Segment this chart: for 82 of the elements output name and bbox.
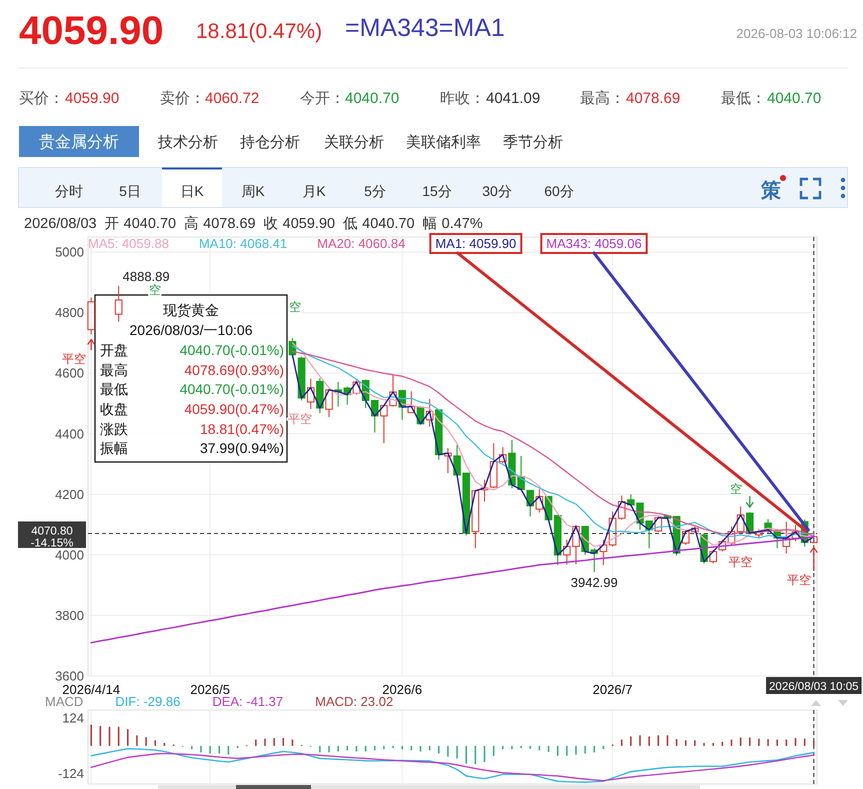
text: 昨收： <box>440 90 485 107</box>
text: 4059.90 <box>19 9 164 53</box>
y-tick-label: 124 <box>62 710 84 726</box>
text: 分时 <box>55 183 83 199</box>
y-tick-label: 4800 <box>55 305 84 320</box>
annotation: 4888.89 <box>122 268 170 284</box>
text: 贵金属分析 <box>39 133 119 151</box>
text: 5分 <box>364 183 386 199</box>
annotation: 最高 <box>100 362 128 378</box>
annotation: 最低 <box>100 381 128 397</box>
text: 4078.69 <box>626 90 680 107</box>
annotation: 现货黄金 <box>163 302 219 318</box>
text: 4040.70 <box>345 90 400 107</box>
text: 15分 <box>422 183 452 199</box>
x-tick-label: 2026/08/03 10:05 <box>769 681 859 693</box>
y-tick-label: 4600 <box>55 366 84 381</box>
annotation: 开盘 <box>100 342 128 358</box>
ref-line-label: 4070.80 <box>31 525 73 538</box>
text: 持仓分析 <box>240 134 300 151</box>
text: 美联储利率 <box>406 134 481 151</box>
chart-subtitle: 18.81(0.47%) <box>196 20 322 43</box>
text: 30分 <box>482 183 512 199</box>
y-tick-label: 4400 <box>55 426 84 442</box>
x-tick-label: 2026/4/14 <box>62 682 120 697</box>
annotation: 2026/08/03/一10:06 <box>130 322 253 338</box>
text: 季节分析 <box>503 134 563 151</box>
text: 平空 <box>62 352 86 366</box>
text: 卖价： <box>160 90 205 107</box>
text: -14.15% <box>30 537 74 550</box>
text: 今开： <box>300 90 345 107</box>
x-tick-label: 2026/6 <box>382 682 422 697</box>
text: 策 <box>760 180 781 202</box>
annotation: 4040.70(-0.01%) <box>180 342 284 358</box>
annotation: 4040.70(-0.01%) <box>180 381 284 397</box>
x-tick-label: 2026/7 <box>592 682 632 697</box>
chart-title: 4059.90 <box>65 90 120 107</box>
text: 月K <box>302 183 326 199</box>
annotation: 3942.99 <box>570 575 618 590</box>
text: 技术分析 <box>157 134 218 151</box>
y-tick-label: 3800 <box>55 608 84 623</box>
annotation: 空 <box>149 283 162 297</box>
text: 最高： <box>580 90 625 107</box>
text: 2026-08-03 10:06:12 <box>736 26 857 41</box>
annotation: 4059.90(0.47%) <box>184 401 284 417</box>
text: 4060.72 <box>205 90 260 107</box>
text: 日K <box>180 183 204 199</box>
y-tick-label: 4200 <box>55 486 84 502</box>
y-tick-label: 3600 <box>55 668 84 684</box>
annotation: 18.81(0.47%) <box>200 421 284 437</box>
text: MA20: 4060.84 <box>317 236 406 251</box>
annotation: 4078.69(0.93%) <box>184 362 284 378</box>
text: MA343: 4059.06 <box>546 236 642 251</box>
legend-title: MACD <box>45 694 84 709</box>
annotation: 涨跌 <box>100 421 128 437</box>
text: DIF: -29.86 <box>115 694 180 709</box>
text: 周K <box>241 183 266 199</box>
text: 2026/08/03 开 4040.70 高 4078.69 收 4059.90 低 4040.70 幅 0.47% <box>24 215 483 232</box>
y-tick-label: 5000 <box>55 244 84 260</box>
text: 买价： <box>19 90 64 107</box>
annotation: 平空 <box>288 412 312 426</box>
text: MA1: 4059.90 <box>435 236 516 251</box>
annotation: 振幅 <box>100 440 128 456</box>
text: 关联分析 <box>324 134 384 151</box>
y-tick-label: 4000 <box>55 547 84 562</box>
text: MA5: 4059.88 <box>88 236 169 251</box>
text: MA10: 4068.41 <box>198 236 288 251</box>
text: =MA343=MA1 <box>345 14 505 42</box>
text: DEA: -41.37 <box>212 694 284 709</box>
text: 60分 <box>544 183 574 199</box>
annotation: 平空 <box>728 555 753 569</box>
x-tick-label: 2026/5 <box>190 682 230 697</box>
annotation: 空 <box>730 482 742 496</box>
annotation: 空 <box>289 300 302 314</box>
annotation: 平空 <box>786 573 811 587</box>
annotation: 37.99(0.94%) <box>200 440 284 456</box>
text: 5日 <box>119 183 141 199</box>
text: 最低： <box>721 90 766 107</box>
text: MACD: 23.02 <box>315 694 394 709</box>
annotation: 收盘 <box>100 401 128 417</box>
y-tick-label: -124 <box>58 766 84 782</box>
text: 4041.09 <box>486 90 540 107</box>
text: 4040.70 <box>767 90 822 107</box>
